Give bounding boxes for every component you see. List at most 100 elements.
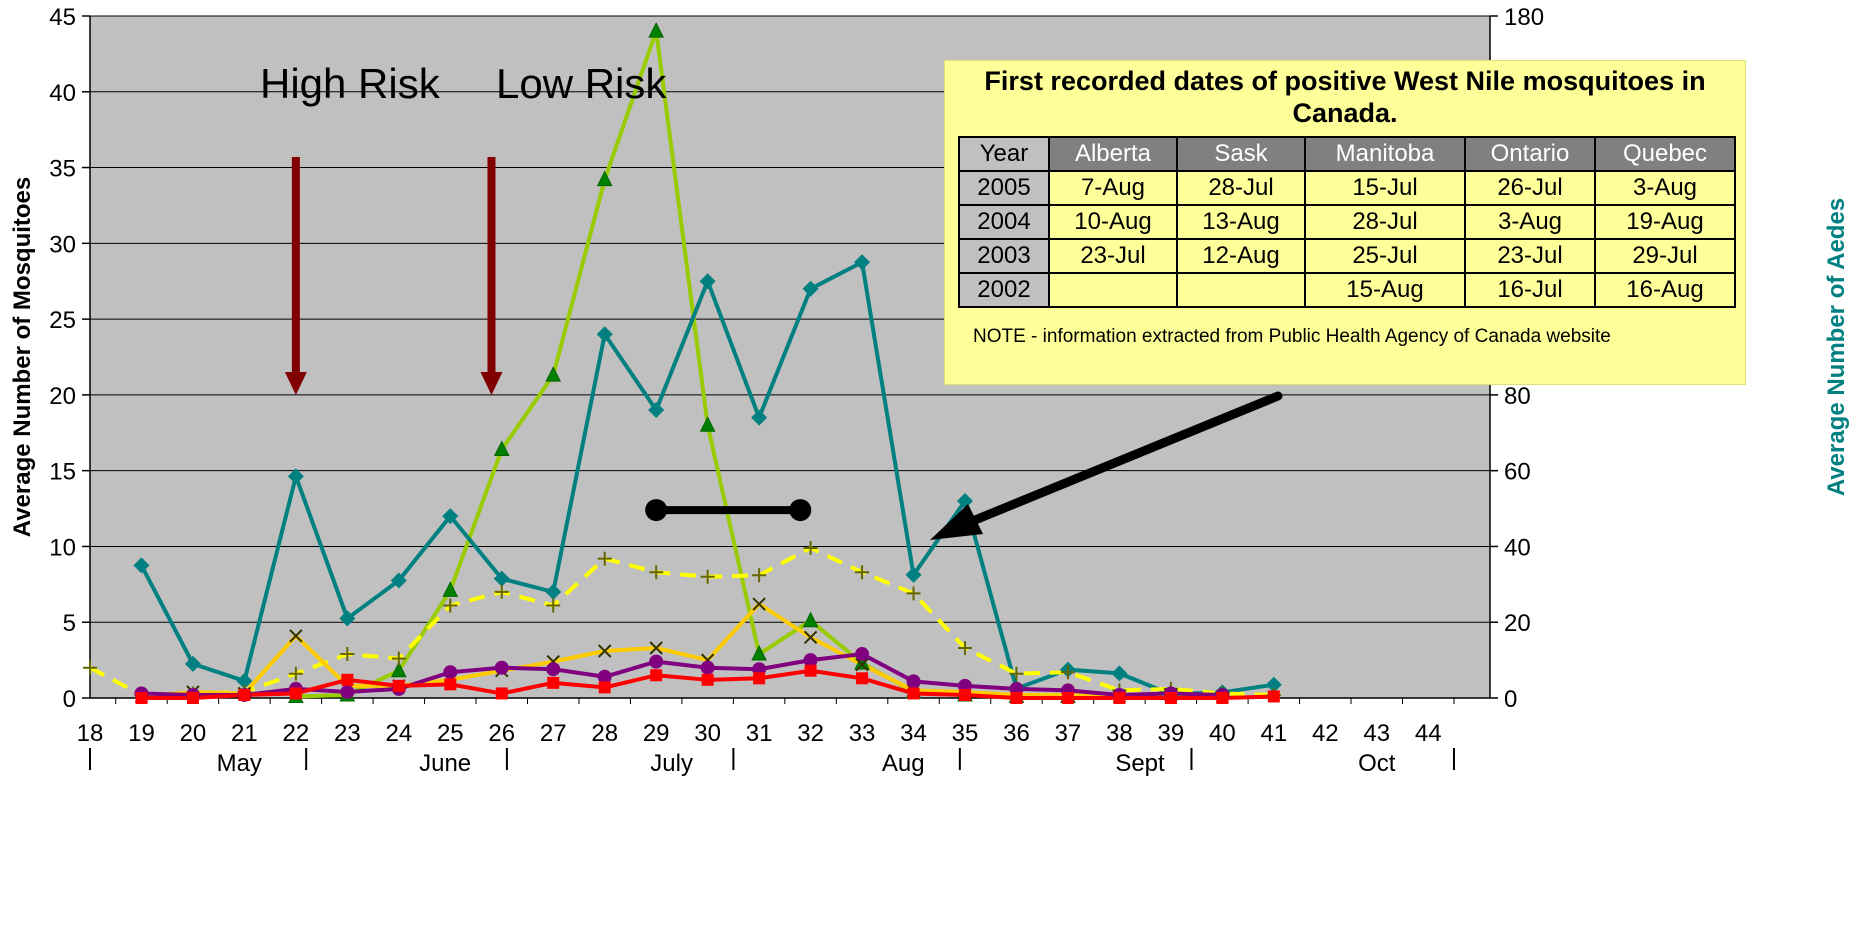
data-point-x [752,597,766,611]
y-right-tick-label: 0 [1504,686,1517,713]
data-point-circle [340,684,355,699]
west-nile-dates-table: Year Alberta Sask Manitoba Ontario Quebec 200… [958,136,1736,308]
x-tick-label: 35 [952,720,979,747]
info-box-title: First recorded dates of positive West Ni… [984,66,1706,128]
month-label: July [650,750,693,777]
west-nile-info-box: First recorded dates of positive West Ni… [944,60,1746,385]
risk-arrows [284,157,503,395]
table-cell: 2004 [958,204,1050,240]
table-cell: 25-Jul [1304,238,1466,274]
data-point-diamond [493,570,510,587]
x-tick-label: 42 [1312,720,1339,747]
data-point-x [289,629,303,643]
data-point-circle [546,662,561,677]
table-cell: 15-Jul [1304,170,1466,206]
y-left-tick-label: 10 [49,534,76,561]
table-cell: 10-Aug [1048,204,1178,240]
risk-arrow-head [480,372,503,395]
table-cell: 28-Jul [1304,204,1466,240]
table-body: 2005 7-Aug 28-Jul 15-Jul 26-Jul 3-Aug 2004 10-A… [958,170,1736,308]
table-cell: 12-Aug [1176,238,1306,274]
data-point-plus [391,651,406,666]
x-tick-label: 41 [1260,720,1287,747]
data-point-square [753,672,766,685]
data-point-square [1010,692,1023,704]
data-point-diamond [287,468,304,485]
data-point-diamond [905,566,922,583]
data-point-square [1267,690,1280,703]
data-point-square [1061,692,1074,704]
data-point-plus [855,565,870,580]
x-tick-label: 34 [900,720,927,747]
period-bar-end [789,499,812,522]
data-point-plus [83,660,97,675]
data-point-square [392,679,405,692]
data-point-square [1164,692,1177,704]
data-point-diamond [802,280,819,297]
data-point-circle [803,653,818,668]
y-right-tick-label: 80 [1504,383,1531,410]
x-tick-label: 33 [849,720,876,747]
x-tick-label: 36 [1003,720,1030,747]
data-point-square [959,688,971,701]
data-point-square [341,673,354,686]
table-row: 2002 15-Aug 16-Jul 16-Aug [958,272,1736,308]
data-point-triangle [391,661,407,678]
x-tick-label: 20 [180,720,207,747]
y-axis-left-label: Average Number of Mosquitoes [9,177,36,538]
markers-layer [83,22,1282,704]
data-point-diamond [648,402,665,419]
x-tick-label: 23 [334,720,361,747]
table-cell: 7-Aug [1048,170,1178,206]
data-point-triangle [545,366,562,382]
y-left-tick-label: 0 [63,686,76,713]
table-cell [1048,272,1178,308]
data-point-plus [546,598,561,613]
table-header-cell: Manitoba [1304,136,1466,172]
data-point-square [1216,692,1229,704]
data-point-circle [494,660,509,675]
y-axis-right-label: Average Number of Aedes [1823,198,1850,496]
table-row: 2004 10-Aug 13-Aug 28-Jul 3-Aug 19-Aug [958,204,1736,240]
table-cell [1176,272,1306,308]
data-point-plus [752,568,767,583]
data-point-diamond [751,409,768,426]
data-point-plus [803,540,818,555]
data-point-plus [906,586,921,601]
data-point-x [855,657,869,672]
y-right-tick-label: 60 [1504,459,1531,486]
data-point-circle [855,647,870,662]
data-point-square [186,692,199,704]
data-point-diamond [133,557,150,574]
x-tick-label: 44 [1415,720,1442,747]
x-tick-label: 18 [77,720,104,747]
table-row: 2005 7-Aug 28-Jul 15-Jul 26-Jul 3-Aug [958,170,1736,206]
data-point-square [907,687,920,700]
x-tick-label: 24 [385,720,412,747]
month-label: June [419,750,471,777]
risk-arrow-shaft [487,157,496,377]
data-point-triangle [493,440,510,456]
data-point-diamond [442,508,459,525]
x-tick-label: 31 [746,720,773,747]
table-header-cell: Quebec [1594,136,1736,172]
data-point-square [856,672,869,685]
data-point-circle [597,669,612,684]
data-point-circle [443,665,458,680]
data-point-circle [700,660,715,675]
data-point-diamond [184,655,201,672]
data-point-diamond [854,254,871,271]
data-point-triangle [648,22,664,38]
y-left-tick-label: 15 [49,459,76,486]
data-point-diamond [339,610,356,627]
x-tick-label: 21 [231,720,258,747]
table-cell: 16-Aug [1594,272,1736,308]
data-point-circle [906,674,921,689]
x-tick-label: 30 [694,720,721,747]
table-header-cell: Sask [1176,136,1306,172]
table-cell: 16-Jul [1464,272,1596,308]
y-left-tick-label: 5 [63,610,76,637]
x-tick-label: 22 [283,720,310,747]
data-point-diamond [236,672,253,689]
data-point-x [649,641,663,655]
